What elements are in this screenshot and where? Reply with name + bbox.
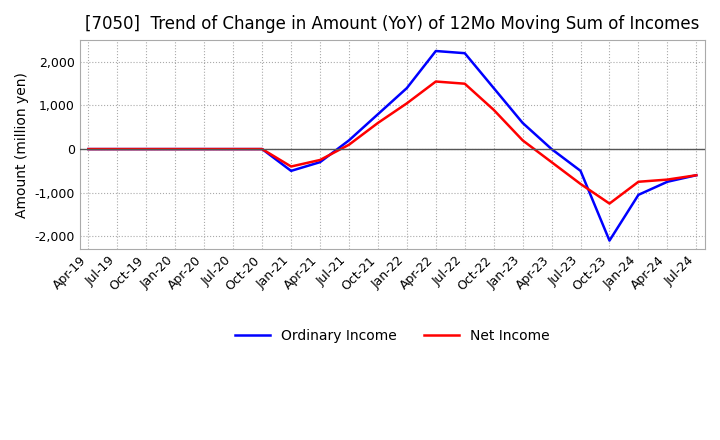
Net Income [171,147,179,152]
Ordinary Income [460,51,469,56]
Net Income [200,147,209,152]
Line: Ordinary Income: Ordinary Income [89,51,696,241]
Ordinary Income [490,85,498,91]
Ordinary Income [547,147,556,152]
Ordinary Income [345,138,354,143]
Ordinary Income [576,168,585,173]
Ordinary Income [518,120,527,125]
Ordinary Income [287,168,295,173]
Y-axis label: Amount (million yen): Amount (million yen) [15,72,29,218]
Ordinary Income [200,147,209,152]
Net Income [258,147,266,152]
Ordinary Income [142,147,150,152]
Ordinary Income [374,112,382,117]
Ordinary Income [171,147,179,152]
Title: [7050]  Trend of Change in Amount (YoY) of 12Mo Moving Sum of Incomes: [7050] Trend of Change in Amount (YoY) o… [85,15,700,33]
Ordinary Income [84,147,93,152]
Net Income [576,181,585,187]
Line: Net Income: Net Income [89,81,696,204]
Net Income [113,147,122,152]
Ordinary Income [113,147,122,152]
Net Income [634,179,643,184]
Net Income [490,107,498,113]
Net Income [345,142,354,147]
Net Income [547,160,556,165]
Net Income [374,120,382,125]
Net Income [287,164,295,169]
Ordinary Income [431,48,440,54]
Ordinary Income [402,85,411,91]
Net Income [142,147,150,152]
Net Income [84,147,93,152]
Net Income [606,201,614,206]
Legend: Ordinary Income, Net Income: Ordinary Income, Net Income [230,323,555,348]
Net Income [431,79,440,84]
Ordinary Income [258,147,266,152]
Net Income [663,177,672,182]
Net Income [692,172,701,178]
Net Income [315,158,324,163]
Ordinary Income [663,179,672,184]
Ordinary Income [229,147,238,152]
Net Income [518,138,527,143]
Ordinary Income [692,172,701,178]
Ordinary Income [634,192,643,198]
Net Income [402,101,411,106]
Net Income [229,147,238,152]
Ordinary Income [315,160,324,165]
Net Income [460,81,469,86]
Ordinary Income [606,238,614,243]
